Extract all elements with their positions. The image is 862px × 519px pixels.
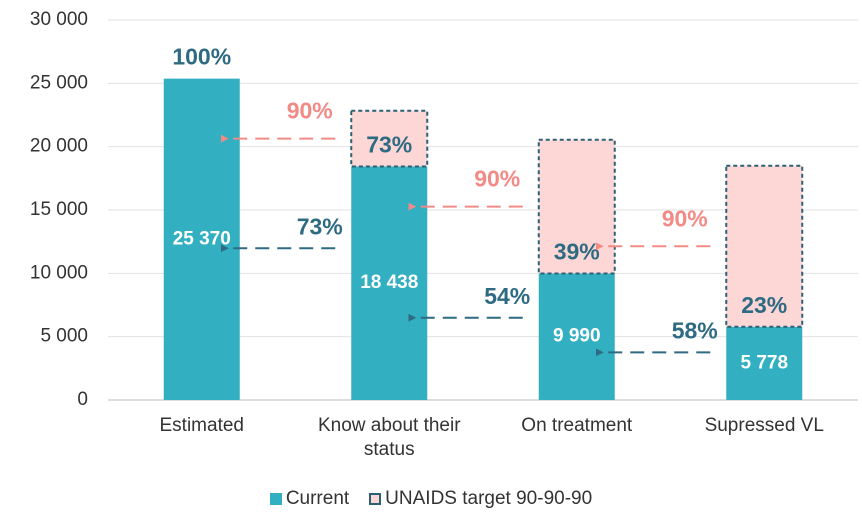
inner-label: 73% bbox=[366, 132, 412, 158]
legend-item: Current bbox=[269, 488, 350, 509]
x-tick-label: Know about their status bbox=[317, 415, 461, 460]
x-tick-label: Estimated bbox=[159, 415, 244, 436]
bar-current bbox=[538, 273, 615, 400]
legend-item: UNAIDS target 90-90-90 bbox=[369, 488, 592, 509]
x-tick-label: Supressed VL bbox=[704, 415, 824, 436]
bar-current bbox=[163, 78, 240, 400]
plot: 0 5 000 10 000 15 000 20 000 25 000 30 000 25 3… bbox=[30, 9, 858, 410]
value-label: 9 990 bbox=[553, 326, 601, 347]
target-step-label: 90% bbox=[287, 98, 333, 124]
y-tick-label: 30 000 bbox=[30, 9, 88, 30]
y-tick-label: 10 000 bbox=[30, 262, 88, 283]
bar-target bbox=[537, 138, 616, 275]
legend-swatch bbox=[269, 493, 282, 505]
y-tick-label: 20 000 bbox=[30, 136, 88, 157]
y-tick-label: 0 bbox=[77, 389, 88, 410]
value-label: 25 370 bbox=[173, 228, 231, 249]
legend: Current UNAIDS target 90-90-90 bbox=[0, 488, 862, 510]
inner-label: 39% bbox=[554, 239, 600, 265]
legend-swatch bbox=[369, 493, 382, 505]
current-step-label: 54% bbox=[484, 283, 530, 309]
legend-label: UNAIDS target 90-90-90 bbox=[385, 488, 593, 509]
target-step-label: 90% bbox=[662, 205, 708, 231]
current-step-label: 73% bbox=[297, 213, 343, 239]
target-step-label: 90% bbox=[474, 166, 520, 192]
bar-target bbox=[350, 109, 429, 168]
y-tick-label: 15 000 bbox=[30, 199, 88, 220]
legend-label: Current bbox=[285, 488, 350, 509]
bar-target bbox=[725, 164, 804, 328]
value-label: 18 438 bbox=[360, 272, 418, 293]
y-tick-label: 25 000 bbox=[30, 72, 88, 93]
top-label: 100% bbox=[172, 44, 231, 70]
y-tick-label: 5 000 bbox=[40, 326, 88, 347]
x-tick-label: On treatment bbox=[521, 415, 633, 436]
current-step-label: 58% bbox=[672, 318, 718, 344]
value-label: 5 778 bbox=[740, 352, 788, 373]
bar-current bbox=[726, 326, 803, 400]
inner-label: 23% bbox=[741, 292, 787, 318]
